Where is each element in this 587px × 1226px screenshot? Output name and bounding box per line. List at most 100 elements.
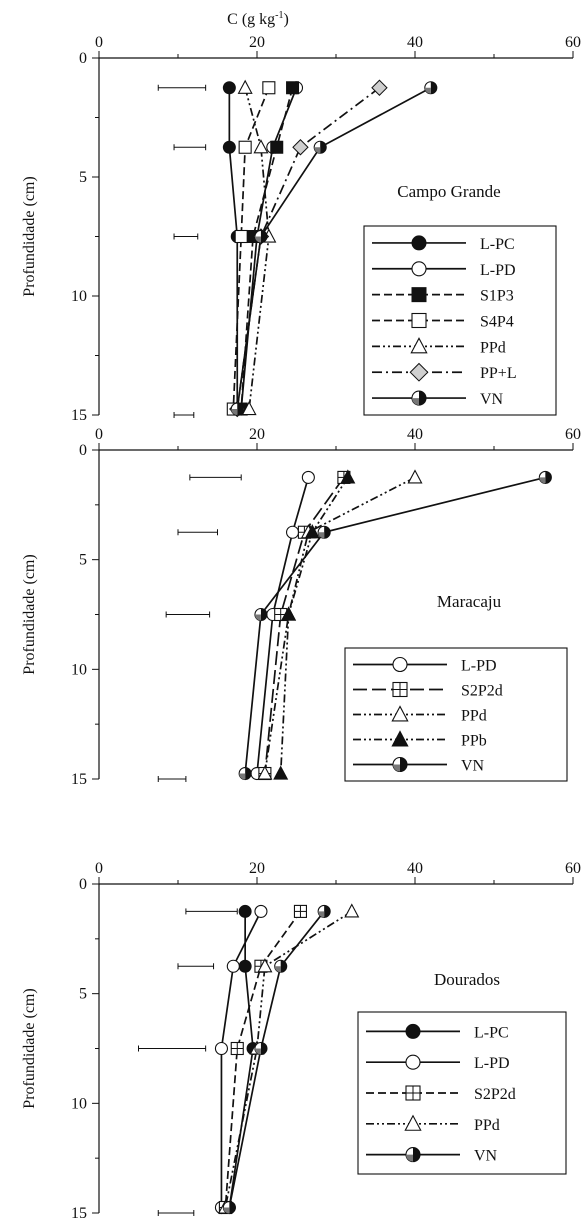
- legend-marker: [391, 705, 409, 722]
- data-point: [285, 525, 300, 539]
- error-bar: [177, 529, 218, 536]
- data-point: [304, 524, 320, 539]
- data-point: [254, 1041, 268, 1056]
- x-tick-label: 20: [249, 426, 265, 443]
- legend-label: VN: [480, 391, 504, 408]
- y-tick-label: 0: [79, 50, 87, 67]
- data-point: [317, 525, 331, 539]
- x-tick-label: 0: [95, 426, 103, 443]
- data-point: [222, 81, 236, 95]
- y-axis-label: Profundidade (cm): [21, 554, 38, 674]
- series-line: [244, 476, 546, 774]
- legend-label: L-PC: [474, 1024, 509, 1041]
- data-point: [274, 959, 288, 973]
- series-line: [236, 87, 432, 410]
- data-point: [253, 139, 269, 154]
- data-point: [230, 402, 244, 416]
- y-tick-label: 5: [79, 986, 87, 1003]
- panel-title: Campo Grande: [397, 182, 500, 201]
- legend-marker: [392, 756, 408, 773]
- x-tick-label: 20: [249, 34, 265, 51]
- y-tick-label: 0: [79, 876, 87, 893]
- y-tick-label: 5: [79, 169, 87, 186]
- data-point: [424, 81, 438, 95]
- legend-label: PPd: [461, 708, 487, 725]
- data-point: [340, 469, 356, 484]
- series-line: [228, 911, 254, 1208]
- data-point: [538, 470, 552, 484]
- x-tick-label: 60: [565, 34, 581, 51]
- legend-marker: [405, 1023, 421, 1039]
- legend-marker: [404, 1114, 422, 1131]
- legend: L-PD S2P2d PPd PPb VN: [344, 647, 568, 782]
- x-tick-label: 0: [95, 34, 103, 51]
- legend-label: S4P4: [480, 314, 514, 331]
- y-axis-label: Profundidade (cm): [21, 988, 38, 1108]
- data-point: [286, 81, 300, 95]
- x-tick-label: 40: [407, 860, 423, 877]
- data-point: [226, 959, 240, 973]
- series-line: [224, 910, 302, 1208]
- legend-label: S2P2d: [461, 683, 503, 700]
- data-point: [222, 140, 236, 154]
- legend-marker: [411, 235, 427, 251]
- panel-campo-grande: 0 20 40 60 0 5 10 15 Profundidade (cm) Campo Gran…: [21, 34, 581, 424]
- y-tick-label: 10: [71, 288, 87, 305]
- legend-label: PP+L: [480, 365, 517, 382]
- data-point: [234, 229, 248, 244]
- data-point: [262, 81, 276, 95]
- legend: L-PC L-PD S1P3 S4P4 PPd PP+L VN: [363, 225, 557, 416]
- series-line: [244, 87, 270, 410]
- error-bar: [157, 84, 207, 91]
- data-point: [270, 140, 284, 154]
- error-bar: [173, 233, 199, 240]
- data-point: [241, 400, 257, 416]
- series-line: [228, 910, 325, 1208]
- error-bar: [157, 776, 187, 782]
- legend-label: L-PC: [480, 236, 515, 253]
- data-point: [257, 765, 273, 780]
- x-tick-label: 60: [565, 426, 581, 443]
- legend-label: L-PD: [480, 262, 516, 279]
- data-point: [407, 469, 423, 484]
- legend-marker: [410, 337, 428, 354]
- series-line: [228, 87, 239, 410]
- data-point: [254, 904, 268, 918]
- series-line: [232, 87, 270, 410]
- data-point: [237, 79, 253, 94]
- legend-label: VN: [474, 1148, 498, 1165]
- data-point: [293, 904, 308, 918]
- data-point: [273, 765, 289, 780]
- panel-maracaju: 0 20 40 60 0 5 10 15 Profundidade (cm) Maracaju L-…: [21, 426, 581, 788]
- legend-marker: [411, 312, 427, 329]
- data-point: [344, 903, 360, 918]
- series-line: [256, 477, 310, 774]
- error-bar: [173, 412, 195, 418]
- data-point: [254, 607, 268, 622]
- x-tick-label: 40: [407, 34, 423, 51]
- legend-label: L-PD: [461, 658, 497, 675]
- data-point: [292, 139, 309, 156]
- legend-label: PPd: [480, 339, 506, 356]
- legend-label: L-PD: [474, 1055, 510, 1072]
- y-tick-label: 0: [79, 442, 87, 459]
- data-point: [230, 1041, 244, 1056]
- data-point: [222, 1200, 236, 1215]
- y-tick-label: 15: [71, 407, 87, 424]
- data-point: [371, 79, 388, 96]
- panel-dourados: 0 20 40 60 0 5 10 15 Profundidade (cm) Dourados L-…: [21, 860, 581, 1222]
- legend-label: VN: [461, 758, 485, 775]
- legend-marker: [411, 390, 427, 406]
- x-tick-label: 40: [407, 426, 423, 443]
- data-point: [238, 904, 252, 918]
- panel-title: Maracaju: [437, 592, 502, 611]
- series-line: [264, 476, 345, 774]
- y-tick-label: 5: [79, 552, 87, 569]
- y-tick-label: 10: [71, 1095, 87, 1112]
- x-tick-label: 20: [249, 860, 265, 877]
- panel-title: Dourados: [434, 970, 500, 989]
- error-bar: [138, 1045, 207, 1052]
- data-point: [317, 904, 331, 918]
- legend-label: S1P3: [480, 288, 514, 305]
